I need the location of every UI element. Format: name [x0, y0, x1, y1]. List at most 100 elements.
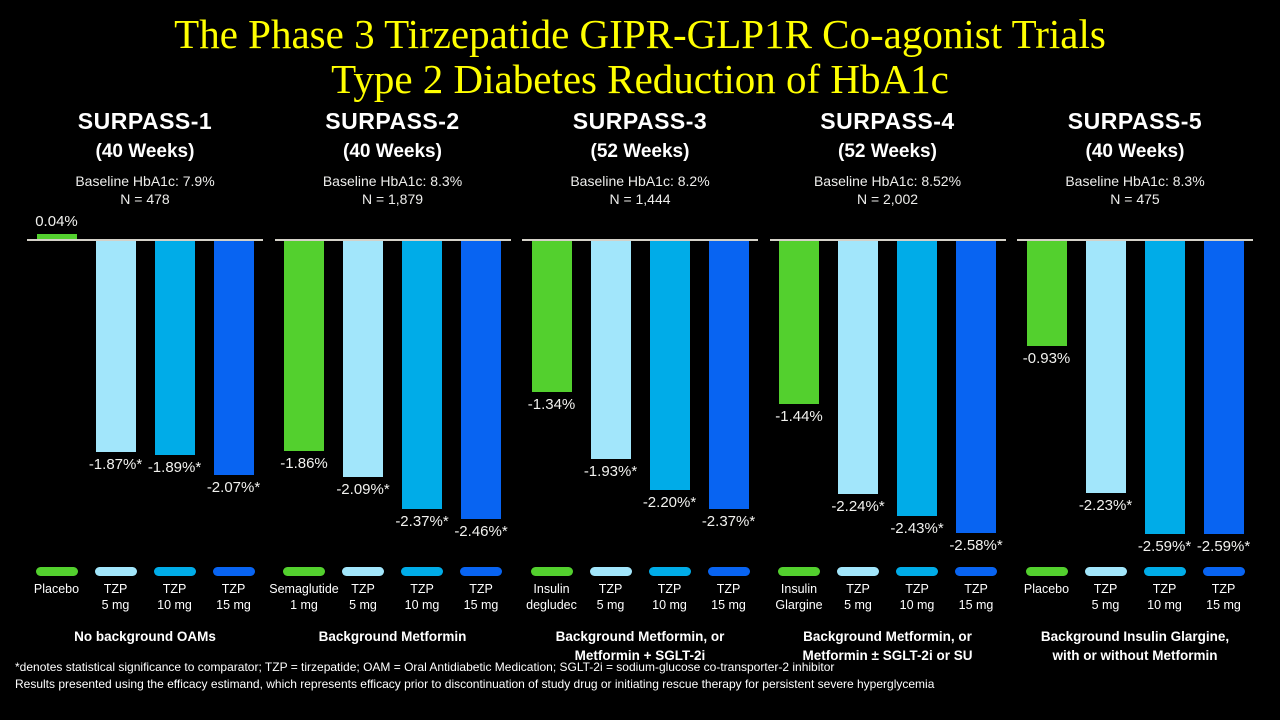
baseline-hba1c-label: Baseline HbA1c: 7.9% [75, 173, 215, 190]
bar-placebo [1026, 241, 1067, 347]
bar-placebo [36, 234, 77, 240]
bar-tzp-15-mg [708, 241, 749, 510]
legend-swatch [1025, 567, 1068, 577]
trial-name: SURPASS-5 [1067, 108, 1203, 135]
bar-tzp-15-mg [1203, 241, 1244, 535]
zero-baseline [769, 239, 1006, 242]
legend-label: TZP 5 mg [101, 582, 130, 613]
hba1c-bar-chart: -0.93% -2.23%* -2.59%* -2.59%* [1016, 209, 1254, 567]
legend-item-tzp-5-mg: TZP 5 mg [829, 567, 888, 619]
slide-title-line-1: The Phase 3 Tirzepatide GIPR-GLP1R Co-ag… [174, 11, 1106, 57]
legend-swatch [1084, 567, 1127, 577]
sample-size-label: N = 2,002 [856, 191, 919, 208]
legend-item-tzp-5-mg: TZP 5 mg [334, 567, 393, 619]
slide-title-line-2: Type 2 Diabetes Reduction of HbA1c [331, 56, 949, 103]
legend-label: TZP 15 mg [463, 582, 499, 613]
zero-baseline [274, 239, 511, 242]
trial-panel: SURPASS-4 (52 Weeks) Baseline HbA1c: 8.5… [769, 108, 1007, 666]
bar-tzp-10-mg [649, 241, 690, 491]
trial-duration: (52 Weeks) [590, 141, 690, 163]
legend-label: TZP 10 mg [157, 582, 192, 613]
legend-item-tzp-10-mg: TZP 10 mg [1135, 567, 1194, 619]
legend-swatch [460, 567, 502, 577]
legend-item-tzp-10-mg: TZP 10 mg [888, 567, 947, 619]
bar-tzp-10-mg [1144, 241, 1185, 535]
trial-duration: (40 Weeks) [343, 141, 442, 163]
legend-label: Placebo [1023, 582, 1070, 597]
trial-panel: SURPASS-1 (40 Weeks) Baseline HbA1c: 7.9… [26, 108, 264, 666]
footnote: *denotes statistical significance to com… [15, 659, 1270, 693]
footnote-line-2: Results presented using the efficacy est… [15, 676, 935, 691]
legend-swatch [342, 567, 384, 577]
zero-baseline [522, 239, 758, 242]
legend-label: Semaglutide 1 mg [269, 582, 339, 613]
bar-value-label: -2.20%* [642, 494, 697, 512]
legend-label: TZP 10 mg [652, 582, 687, 613]
legend-label: TZP 10 mg [1147, 582, 1182, 613]
bar-value-label: -1.93%* [583, 463, 638, 481]
footnote-line-1: *denotes statistical significance to com… [15, 660, 835, 674]
bar-tzp-5-mg [590, 241, 631, 460]
bar-tzp-15-mg [461, 241, 501, 520]
legend-item-insulin-degludec: Insulin degludec [522, 567, 581, 619]
legend-swatch [955, 567, 997, 577]
legend-swatch [283, 567, 325, 577]
legend-swatch [530, 567, 573, 577]
background-therapy-note: Background Metformin [318, 629, 467, 645]
legend-item-tzp-5-mg: TZP 5 mg [581, 567, 640, 619]
bar-value-label: -1.89%* [147, 459, 202, 477]
background-therapy-note: Background Metformin, or Metformin + SGLT… [555, 629, 725, 664]
sample-size-label: N = 475 [1110, 191, 1160, 208]
bar-semaglutide-1-mg [284, 241, 324, 452]
legend-item-tzp-15-mg: TZP 15 mg [947, 567, 1006, 619]
legend-item-tzp-15-mg: TZP 15 mg [204, 567, 263, 619]
legend-item-tzp-10-mg: TZP 10 mg [393, 567, 452, 619]
bar-value-label: -2.24%* [831, 498, 885, 516]
trial-panel: SURPASS-5 (40 Weeks) Baseline HbA1c: 8.3… [1016, 108, 1254, 666]
legend: Placebo TZP 5 mg TZP 10 mg TZP 15 mg [26, 567, 264, 619]
trial-duration: (40 Weeks) [1085, 141, 1185, 163]
legend-label: TZP 15 mg [1206, 582, 1241, 613]
trial-panels-row: SURPASS-1 (40 Weeks) Baseline HbA1c: 7.9… [0, 108, 1280, 666]
legend: Insulin Glargine TZP 5 mg TZP 10 mg TZP 15 mg [769, 567, 1007, 619]
legend-label: TZP 5 mg [844, 582, 872, 613]
bar-value-label: -2.59%* [1137, 538, 1192, 556]
zero-baseline [1017, 239, 1253, 242]
hba1c-bar-chart: -1.34% -1.93%* -2.20%* -2.37%* [521, 209, 759, 567]
legend-label: Placebo [33, 582, 80, 597]
legend-swatch [401, 567, 443, 577]
legend-swatch [35, 567, 78, 577]
hba1c-bar-chart: 0.04% -1.87%* -1.89%* -2.07%* [26, 209, 264, 567]
baseline-hba1c-label: Baseline HbA1c: 8.3% [322, 173, 463, 190]
trial-duration: (52 Weeks) [838, 141, 937, 163]
sample-size-label: N = 478 [120, 191, 170, 208]
legend-swatch [778, 567, 820, 577]
sample-size-label: N = 1,444 [609, 191, 671, 208]
legend: Semaglutide 1 mg TZP 5 mg TZP 10 mg TZP 15 mg [269, 567, 512, 619]
trial-panel: SURPASS-3 (52 Weeks) Baseline HbA1c: 8.2… [521, 108, 759, 666]
legend-swatch [1143, 567, 1186, 577]
bar-value-label: -2.46%* [454, 523, 508, 541]
legend-item-tzp-10-mg: TZP 10 mg [640, 567, 699, 619]
background-therapy-note: No background OAMs [74, 629, 216, 645]
legend-swatch [589, 567, 632, 577]
legend-label: Insulin Glargine [775, 582, 823, 613]
bar-value-label: -2.59%* [1196, 538, 1251, 556]
bar-tzp-15-mg [956, 241, 996, 534]
legend-label: TZP 15 mg [711, 582, 746, 613]
legend-label: TZP 5 mg [1091, 582, 1120, 613]
bar-value-label: -2.09%* [336, 481, 390, 499]
legend: Placebo TZP 5 mg TZP 10 mg TZP 15 mg [1016, 567, 1254, 619]
legend-item-tzp-10-mg: TZP 10 mg [145, 567, 204, 619]
bar-value-label: -0.93% [1022, 350, 1071, 368]
bar-value-label: -1.34% [527, 396, 576, 414]
bar-tzp-5-mg [838, 241, 878, 495]
legend-label: TZP 15 mg [958, 582, 994, 613]
slide-title: The Phase 3 Tirzepatide GIPR-GLP1R Co-ag… [0, 0, 1280, 102]
bar-insulin-glargine [779, 241, 819, 405]
legend-item-tzp-5-mg: TZP 5 mg [86, 567, 145, 619]
bar-tzp-5-mg [95, 241, 136, 453]
legend-label: TZP 5 mg [349, 582, 377, 613]
legend-item-placebo: Placebo [27, 567, 86, 619]
